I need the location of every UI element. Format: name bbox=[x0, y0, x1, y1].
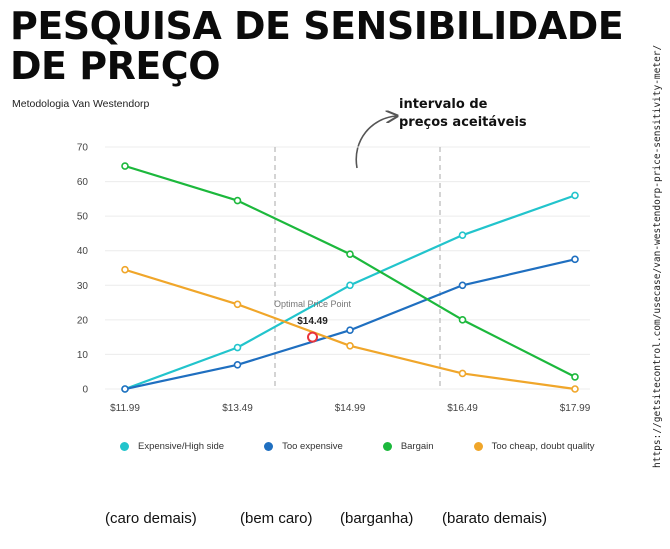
data-point-bargain bbox=[346, 250, 354, 258]
bottom-region-label: (caro demais) bbox=[105, 510, 197, 527]
legend-item-too-expensive: Too expensive bbox=[264, 441, 343, 452]
legend-swatch bbox=[264, 442, 274, 451]
series-line-expensive-high-side bbox=[124, 194, 576, 391]
data-point-expensive-high-side bbox=[346, 281, 354, 290]
data-point-too-cheap-doubt-quality bbox=[346, 341, 354, 350]
data-point-too-cheap-doubt-quality bbox=[458, 369, 467, 378]
y-tick-label: 0 bbox=[82, 385, 88, 396]
bottom-region-label: (bem caro) bbox=[240, 510, 313, 527]
legend-item-expensive-high-side: Expensive/High side bbox=[120, 441, 224, 452]
data-point-too-expensive bbox=[121, 385, 129, 393]
legend-item-bargain: Bargain bbox=[382, 441, 434, 452]
data-point-bargain bbox=[571, 373, 579, 381]
acceptable-range-annotation: intervalo de preços aceitáveis bbox=[399, 96, 549, 132]
annotation-line-2: preços aceitáveis bbox=[399, 115, 527, 130]
data-point-too-cheap-doubt-quality bbox=[571, 385, 579, 393]
data-point-too-expensive bbox=[458, 281, 467, 290]
data-point-expensive-high-side bbox=[233, 343, 242, 352]
y-tick-label: 70 bbox=[77, 143, 89, 154]
legend-label: Bargain bbox=[400, 441, 434, 452]
legend-label: Too expensive bbox=[282, 441, 343, 452]
legend-swatch bbox=[120, 442, 129, 451]
legend-item-too-cheap-doubt-quality: Too cheap, doubt quality bbox=[473, 441, 595, 452]
x-tick-label: $17.99 bbox=[560, 403, 591, 414]
data-point-bargain bbox=[233, 196, 242, 205]
data-point-expensive-high-side bbox=[571, 191, 579, 200]
annotation-line-1: intervalo de bbox=[399, 97, 488, 112]
optimal-price-value: $14.49 bbox=[297, 316, 328, 327]
data-point-bargain bbox=[458, 316, 467, 324]
data-point-bargain bbox=[121, 162, 129, 170]
data-point-too-cheap-doubt-quality bbox=[233, 300, 242, 309]
bottom-region-label: (barganha) bbox=[340, 510, 414, 527]
page-subtitle: Metodologia Van Westendorp bbox=[12, 98, 150, 110]
y-tick-label: 30 bbox=[77, 281, 89, 292]
optimal-price-point-marker bbox=[307, 331, 318, 343]
legend-swatch bbox=[473, 442, 483, 451]
y-tick-label: 50 bbox=[77, 212, 89, 223]
data-point-too-cheap-doubt-quality bbox=[121, 265, 129, 274]
optimal-price-label: Optimal Price Point bbox=[274, 299, 352, 309]
data-point-too-expensive bbox=[571, 255, 579, 264]
x-tick-label: $16.49 bbox=[447, 403, 478, 414]
data-point-expensive-high-side bbox=[458, 231, 467, 239]
legend-label: Too cheap, doubt quality bbox=[491, 441, 595, 452]
y-tick-label: 60 bbox=[77, 177, 89, 188]
x-tick-label: $11.99 bbox=[110, 403, 140, 414]
y-tick-label: 20 bbox=[77, 315, 89, 326]
bottom-region-label: (barato demais) bbox=[442, 510, 548, 527]
legend-swatch bbox=[382, 442, 392, 451]
page-title: PESQUISA DE SENSIBILIDADE DE PREÇO bbox=[10, 4, 624, 88]
chart-legend: Expensive/High side Too expensive Bargain T… bbox=[120, 441, 635, 452]
annotation-arrow bbox=[355, 116, 396, 169]
y-tick-label: 10 bbox=[77, 350, 89, 361]
series-line-too-expensive bbox=[124, 258, 576, 391]
data-point-too-expensive bbox=[346, 326, 354, 335]
data-point-too-expensive bbox=[233, 360, 242, 369]
legend-label: Expensive/High side bbox=[138, 441, 225, 452]
x-tick-label: $13.49 bbox=[222, 403, 253, 414]
y-tick-label: 40 bbox=[77, 246, 89, 257]
x-tick-label: $14.99 bbox=[335, 403, 366, 414]
